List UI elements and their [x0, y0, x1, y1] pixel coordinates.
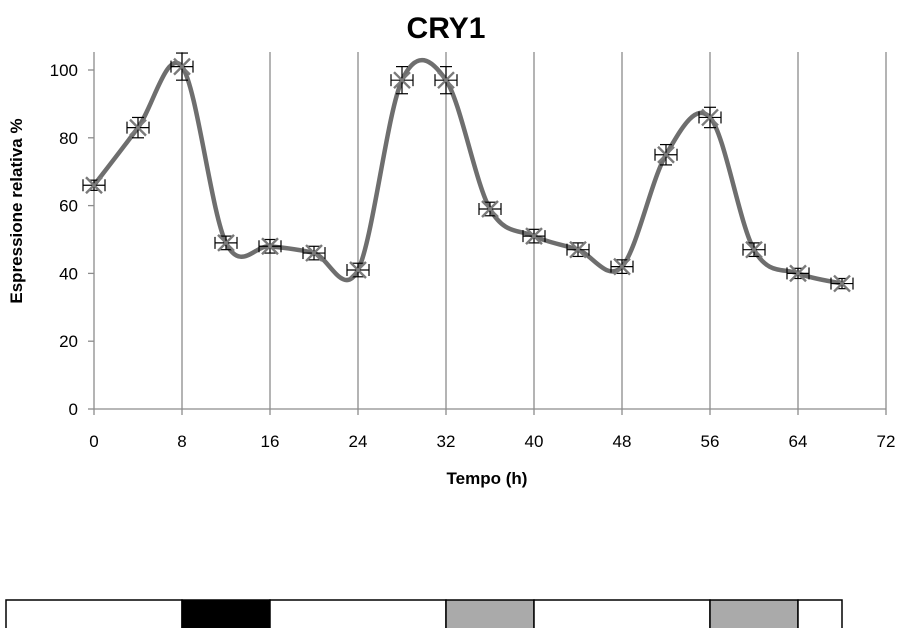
light-bar-segment-2 — [269, 599, 447, 628]
x-tick-label: 40 — [525, 432, 544, 451]
chart-title: CRY1 — [407, 12, 486, 45]
light-dark-bar — [5, 599, 843, 628]
marker-x — [173, 57, 191, 76]
x-tick-label: 48 — [613, 432, 632, 451]
x-tick-label: 64 — [789, 432, 808, 451]
light-bar-segment-4 — [533, 599, 711, 628]
light-bar-segment-6 — [797, 599, 843, 628]
data-point — [82, 176, 106, 195]
y-tick-label: 80 — [59, 129, 78, 148]
data-point — [610, 257, 634, 276]
marker-x — [305, 244, 323, 262]
marker-x — [613, 257, 631, 276]
x-tick-label: 24 — [349, 432, 368, 451]
data-point — [214, 234, 238, 252]
y-tick-label: 40 — [59, 264, 78, 283]
data-point — [170, 52, 194, 81]
marker-x — [349, 261, 367, 279]
data-point — [566, 240, 590, 259]
x-tick-label: 8 — [177, 432, 186, 451]
light-bar-segment-1 — [181, 599, 271, 628]
x-tick-label: 16 — [261, 432, 280, 451]
series-line — [92, 57, 843, 286]
marker-x — [745, 240, 763, 259]
marker-x — [393, 71, 411, 90]
marker-x — [129, 118, 147, 137]
light-bar-segment-0 — [5, 599, 183, 628]
light-bar-segment-3 — [445, 599, 535, 628]
data-point — [346, 261, 370, 279]
marker-x — [789, 264, 807, 283]
data-point — [742, 240, 766, 259]
light-bar-segment-5 — [709, 599, 799, 628]
marker-x — [833, 274, 851, 293]
marker-x — [657, 145, 675, 164]
data-point — [390, 66, 414, 95]
data-point — [126, 116, 150, 139]
y-axis-label: Espressione relativa % — [7, 118, 26, 303]
data-point — [830, 274, 854, 293]
marker-x — [569, 240, 587, 259]
data-point — [434, 66, 458, 95]
data-point — [522, 227, 546, 245]
marker-x — [437, 71, 455, 90]
data-point — [258, 237, 282, 256]
axes — [88, 52, 887, 415]
x-tick-label: 72 — [877, 432, 896, 451]
data-point — [654, 143, 678, 166]
series — [82, 52, 854, 293]
y-tick-label: 100 — [50, 61, 78, 80]
marker-x — [261, 237, 279, 256]
data-point — [698, 106, 722, 129]
y-tick-label: 20 — [59, 332, 78, 351]
marker-x — [85, 176, 103, 195]
tick-labels: 0 20 40 60 80 100 0 8 16 24 32 40 48 56 64 72 — [50, 61, 896, 451]
y-tick-label: 0 — [69, 400, 78, 419]
marker-x — [525, 227, 543, 245]
x-tick-label: 32 — [437, 432, 456, 451]
data-point — [302, 244, 326, 262]
x-tick-label: 56 — [701, 432, 720, 451]
y-tick-label: 60 — [59, 197, 78, 216]
data-point — [786, 264, 810, 283]
marker-x — [217, 234, 235, 252]
x-axis-label: Tempo (h) — [447, 469, 528, 488]
x-tick-label: 0 — [89, 432, 98, 451]
marker-x — [701, 108, 719, 127]
data-point — [478, 200, 502, 218]
marker-x — [481, 200, 499, 218]
